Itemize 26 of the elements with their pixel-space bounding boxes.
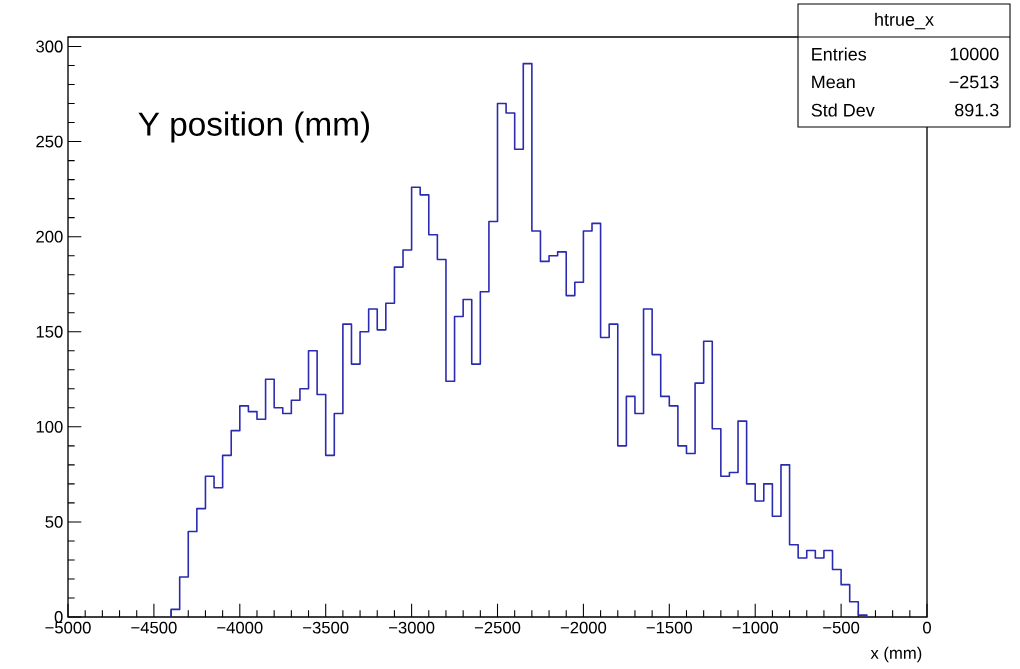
y-tick-label: 100 (36, 420, 63, 433)
x-tick-label: −500 (823, 621, 860, 634)
x-tick-label: −2500 (474, 621, 521, 634)
annotation: Std Dev (811, 103, 875, 117)
x-tick-label: −2000 (560, 621, 607, 634)
text: −2513 (949, 75, 999, 89)
text: htrue_x (875, 12, 934, 30)
annotation: Mean (812, 75, 855, 89)
x-tick-label: −3000 (389, 621, 435, 634)
text: Y position (mm) (138, 111, 369, 143)
x-tick-label: −3500 (303, 621, 349, 634)
y-tick-label: 300 (36, 40, 63, 53)
y-tick-label: 250 (36, 135, 63, 148)
x-tick-label: −1500 (646, 621, 693, 634)
text: 10000 (950, 47, 999, 61)
x-axis-title: x (mm) (870, 646, 922, 663)
y-tick-label: 200 (36, 230, 63, 243)
y-tick-label: 150 (36, 325, 63, 338)
annotation: Entries (812, 47, 867, 61)
x-tick-label: −1000 (732, 621, 778, 634)
x-tick-label: −4500 (131, 621, 177, 634)
x-tick-label: −4000 (217, 621, 263, 634)
x-tick-label: 0 (923, 621, 931, 634)
y-tick-label: 50 (45, 516, 63, 528)
x-tick-label: −5000 (45, 621, 91, 634)
text: 891.3 (955, 103, 999, 117)
